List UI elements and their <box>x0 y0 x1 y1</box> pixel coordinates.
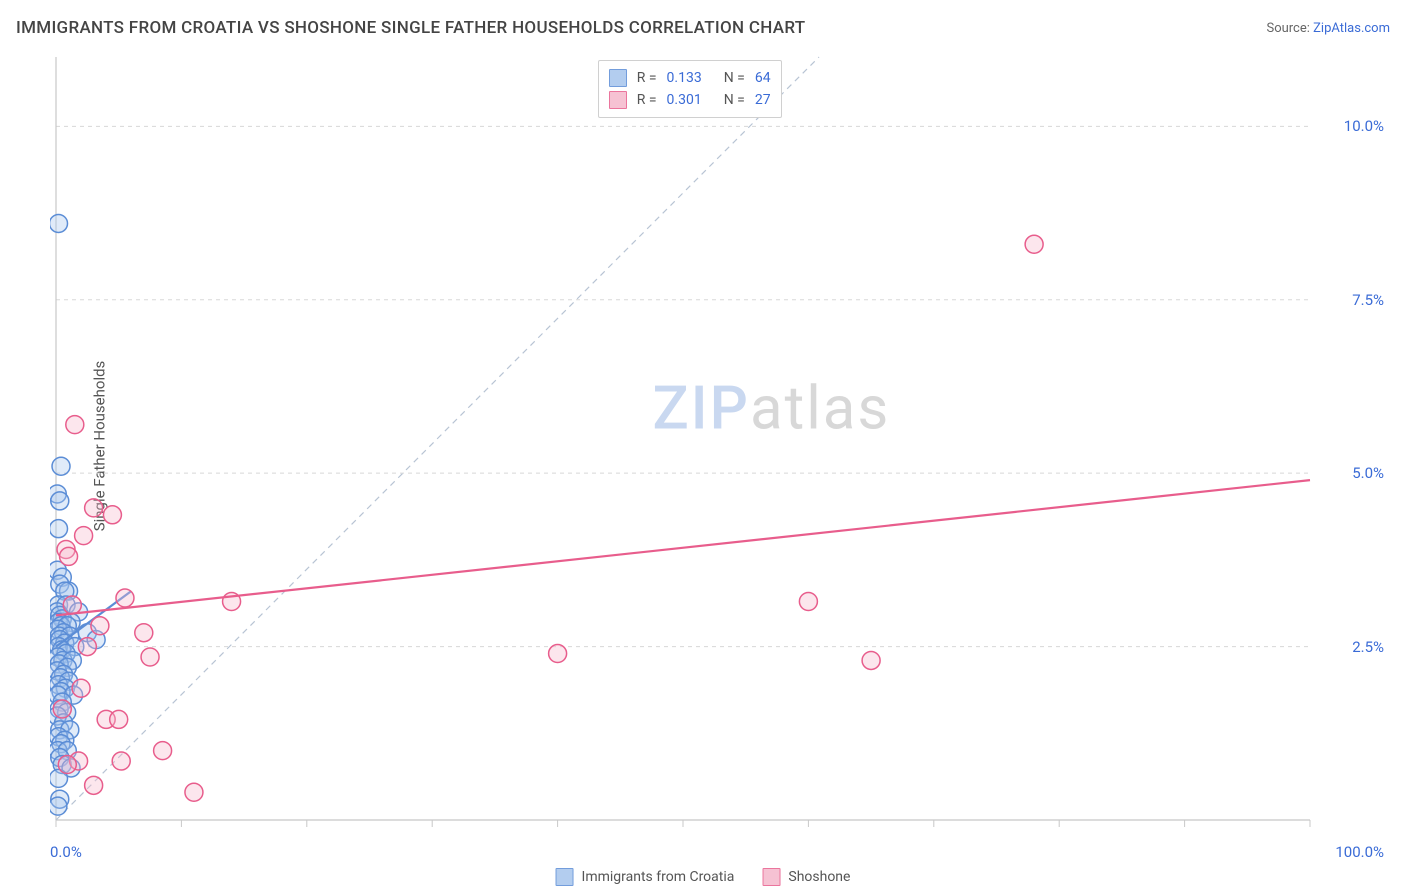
x-legend-item: Shoshone <box>762 868 850 886</box>
y-tick-label: 2.5% <box>1352 638 1384 656</box>
y-tick-label: 5.0% <box>1352 464 1384 482</box>
x-legend-item: Immigrants from Croatia <box>556 868 735 886</box>
stat-legend: R = 0.133N = 64R = 0.301N = 27 <box>598 60 782 118</box>
x-legend: Immigrants from Croatia Shoshone <box>556 868 851 886</box>
x-min-label: 0.0% <box>50 843 82 861</box>
y-tick-label: 10.0% <box>1344 117 1384 135</box>
x-max-label: 100.0% <box>1335 843 1384 861</box>
stat-legend-row: R = 0.301N = 27 <box>609 89 771 111</box>
stat-legend-row: R = 0.133N = 64 <box>609 67 771 89</box>
plot-area: ZIPatlas R = 0.133N = 64R = 0.301N = 27 … <box>50 55 1386 857</box>
y-tick-label: 7.5% <box>1352 291 1384 309</box>
chart-title: IMMIGRANTS FROM CROATIA VS SHOSHONE SING… <box>16 18 805 38</box>
source-label: Source: ZipAtlas.com <box>1266 21 1390 36</box>
source-link[interactable]: ZipAtlas.com <box>1313 21 1390 36</box>
scatter-svg <box>50 55 1380 850</box>
